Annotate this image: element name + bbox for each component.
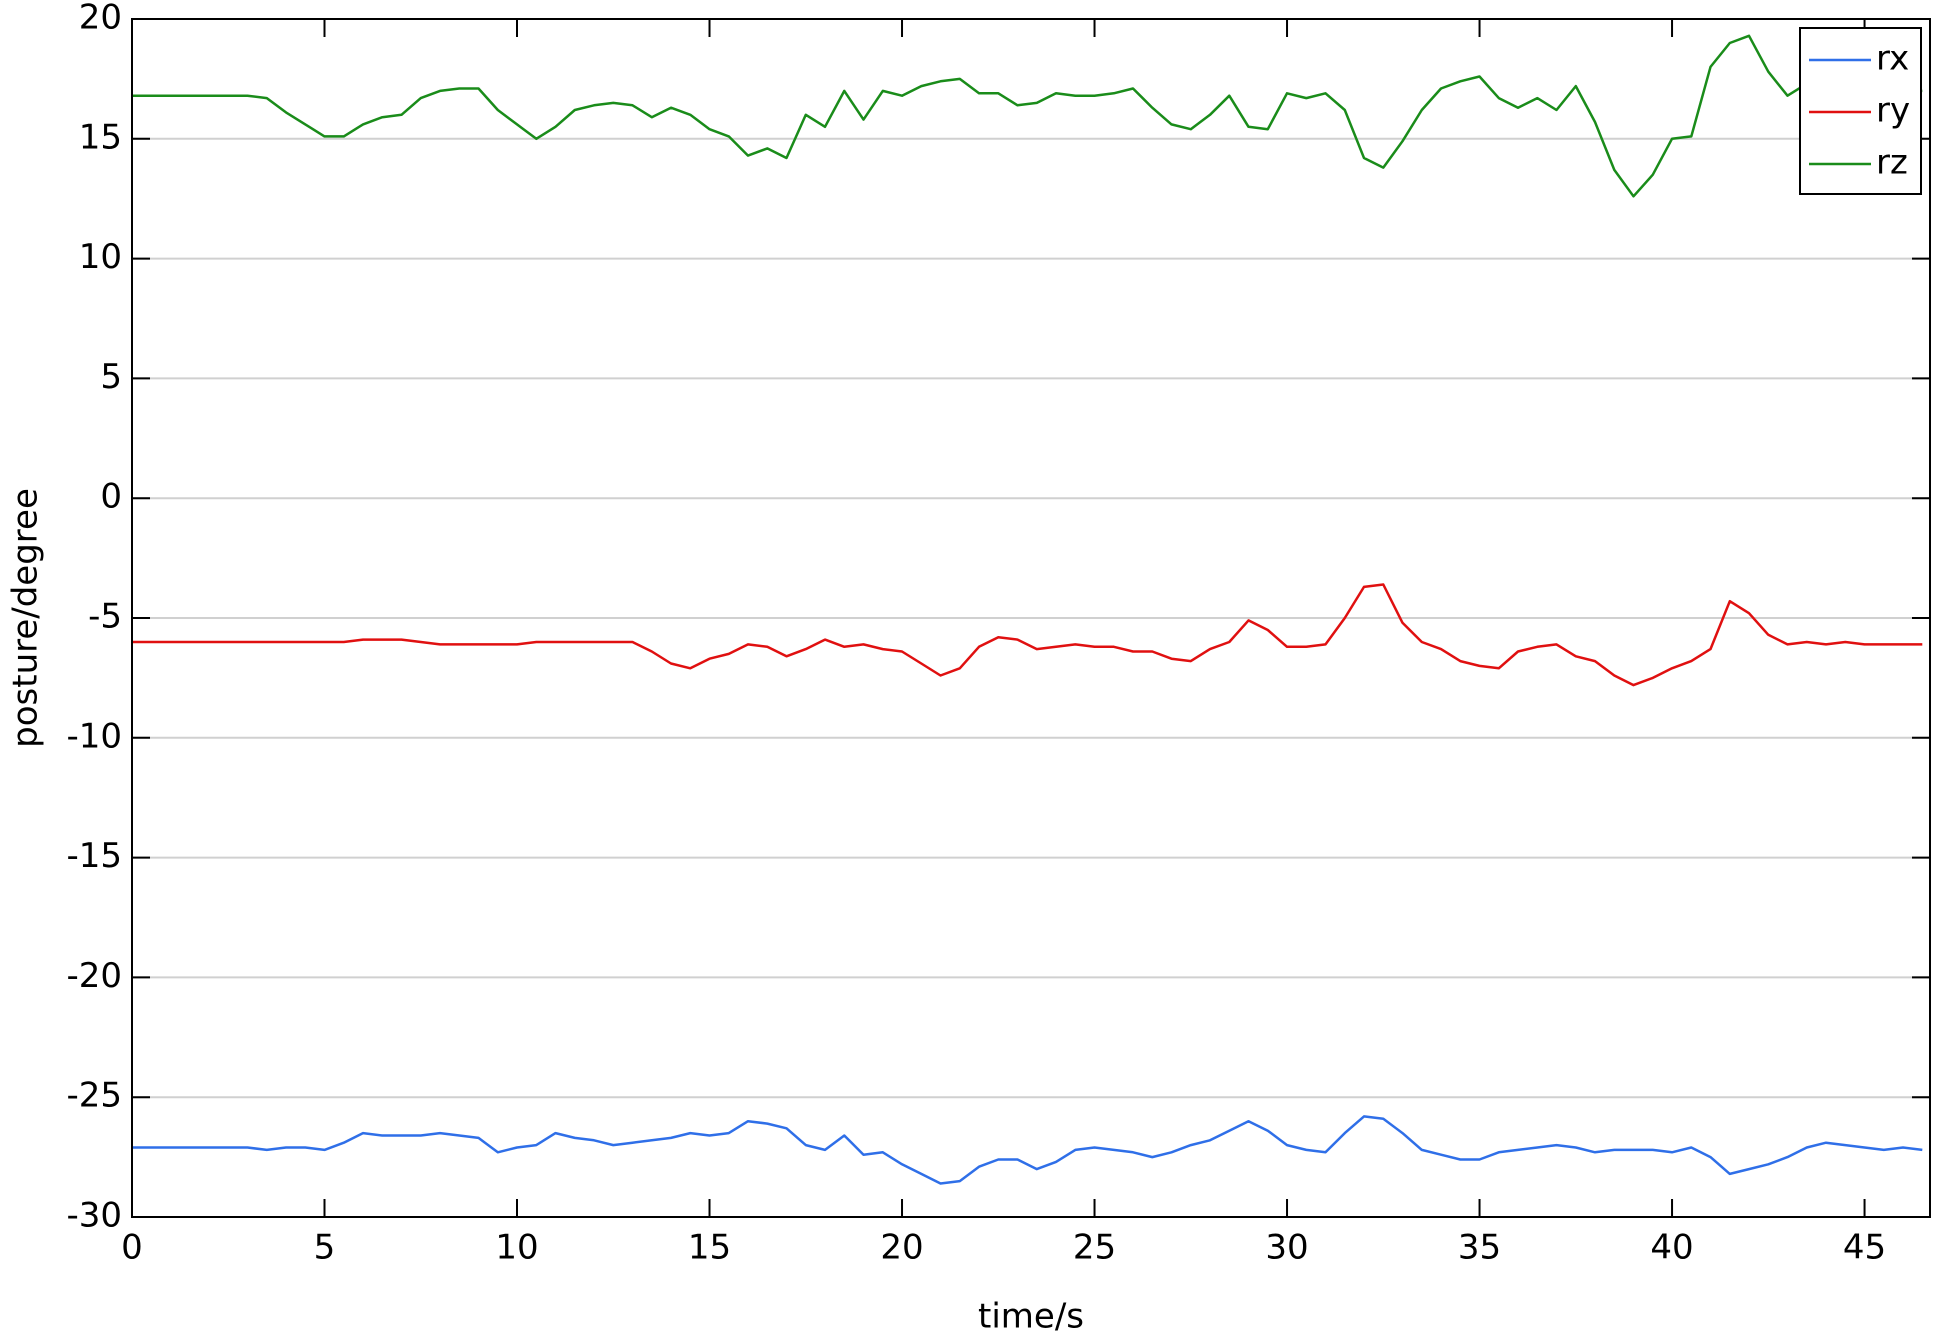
series-line	[132, 1115, 1923, 1185]
y-tick-label: -20	[66, 956, 122, 996]
y-tick-label: 0	[100, 477, 122, 517]
legend-label: ry	[1876, 91, 1910, 131]
y-tick-label: 20	[79, 0, 122, 38]
x-tick-label: 10	[495, 1228, 538, 1268]
plot-frame	[131, 18, 1931, 1218]
y-tick-label: -5	[88, 597, 122, 637]
legend-label: rz	[1876, 143, 1908, 183]
y-tick-label: -25	[66, 1076, 122, 1116]
y-tick-label: -30	[66, 1196, 122, 1236]
y-tick-label: 15	[79, 117, 122, 157]
series-line	[132, 583, 1923, 687]
x-tick-label: 0	[121, 1228, 143, 1268]
x-tick-label: 15	[688, 1228, 731, 1268]
series-line	[132, 34, 1923, 198]
x-tick-label: 5	[314, 1228, 336, 1268]
y-tick-label: -10	[66, 716, 122, 756]
y-tick-label: 5	[100, 357, 122, 397]
y-tick-label: -15	[66, 836, 122, 876]
x-tick-label: 45	[1843, 1228, 1886, 1268]
x-tick-label: 35	[1458, 1228, 1501, 1268]
legend-label: rx	[1876, 39, 1909, 79]
x-axis-label: time/s	[978, 1297, 1084, 1337]
x-tick-label: 30	[1265, 1228, 1308, 1268]
x-tick-label: 25	[1073, 1228, 1116, 1268]
x-tick-label: 40	[1650, 1228, 1693, 1268]
x-tick-label: 20	[880, 1228, 923, 1268]
y-tick-label: 10	[79, 237, 122, 277]
y-axis-label: posture/degree	[6, 488, 46, 748]
